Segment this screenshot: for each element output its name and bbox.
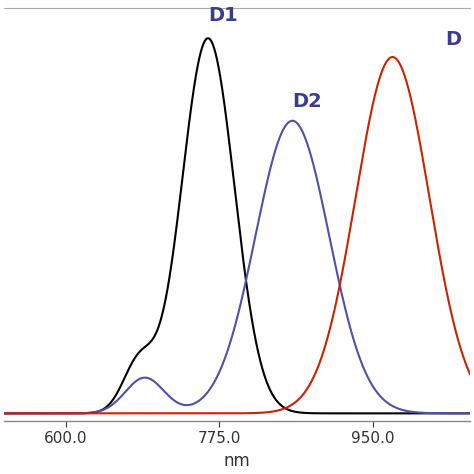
Text: D: D: [445, 30, 461, 49]
Text: D2: D2: [292, 92, 322, 111]
X-axis label: nm: nm: [224, 452, 250, 470]
Text: D1: D1: [208, 6, 238, 25]
